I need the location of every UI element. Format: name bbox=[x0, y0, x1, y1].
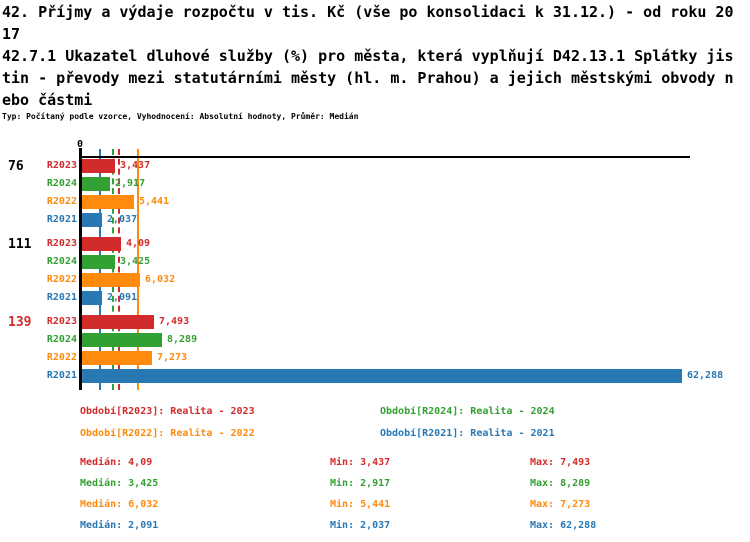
stat-min-R2023: Min: 3,437 bbox=[330, 457, 391, 468]
median-reference-line-R2023 bbox=[118, 149, 121, 390]
median-reference-line-R2024 bbox=[111, 149, 114, 390]
chart-title-line: tin - převody mezi statutárními městy (h… bbox=[2, 69, 734, 87]
bar-value-label-111-R2023: 4,09 bbox=[126, 238, 151, 249]
bar-139-R2023 bbox=[82, 315, 154, 329]
bar-111-R2021 bbox=[82, 291, 102, 305]
bar-76-R2023 bbox=[82, 159, 115, 173]
stat-min-R2022: Min: 5,441 bbox=[330, 499, 391, 510]
bar-76-R2024 bbox=[82, 177, 110, 191]
legend-item-R2023: Období[R2023]: Realita - 2023 bbox=[80, 406, 255, 417]
bar-value-label-139-R2022: 7,273 bbox=[157, 352, 188, 363]
stat-median-R2024: Medián: 3,425 bbox=[80, 478, 159, 489]
stat-max-R2023: Max: 7,493 bbox=[530, 457, 591, 468]
bar-value-label-76-R2021: 2,037 bbox=[107, 214, 138, 225]
chart-title-line: 42.7.1 Ukazatel dluhové služby (%) pro m… bbox=[2, 47, 734, 65]
bar-111-R2023 bbox=[82, 237, 121, 251]
stat-max-R2022: Max: 7,273 bbox=[530, 499, 591, 510]
median-reference-line-R2022 bbox=[137, 149, 140, 390]
bar-value-label-139-R2023: 7,493 bbox=[159, 316, 190, 327]
bar-76-R2022 bbox=[82, 195, 134, 209]
bar-value-label-111-R2021: 2,091 bbox=[107, 292, 138, 303]
chart-title: 42. Příjmy a výdaje rozpočtu v tis. Kč (… bbox=[2, 1, 734, 111]
series-row-label-R2023: R2023 bbox=[46, 160, 77, 171]
x-axis-line bbox=[80, 156, 690, 158]
chart-title-line: ebo částmi bbox=[2, 91, 93, 109]
group-label-111: 111 bbox=[8, 237, 32, 252]
bar-139-R2022 bbox=[82, 351, 152, 365]
series-row-label-R2021: R2021 bbox=[46, 370, 77, 381]
bar-value-label-139-R2024: 8,289 bbox=[167, 334, 198, 345]
x-axis-zero-label: 0 bbox=[76, 139, 84, 150]
stat-median-R2022: Medián: 6,032 bbox=[80, 499, 159, 510]
bar-139-R2024 bbox=[82, 333, 162, 347]
stat-max-R2024: Max: 8,289 bbox=[530, 478, 591, 489]
bar-111-R2024 bbox=[82, 255, 115, 269]
chart-meta-subtitle: Typ: Počítaný podle vzorce, Vyhodnocení:… bbox=[2, 112, 359, 121]
group-label-76: 76 bbox=[8, 159, 24, 174]
y-axis-line bbox=[79, 148, 82, 390]
stat-median-R2021: Medián: 2,091 bbox=[80, 520, 159, 531]
bar-value-label-111-R2022: 6,032 bbox=[145, 274, 176, 285]
bar-139-R2021 bbox=[82, 369, 682, 383]
chart-title-line: 17 bbox=[2, 25, 21, 43]
legend-item-R2021: Období[R2021]: Realita - 2021 bbox=[380, 428, 555, 439]
stat-median-R2023: Medián: 4,09 bbox=[80, 457, 153, 468]
bar-value-label-76-R2024: 2,917 bbox=[115, 178, 146, 189]
stat-min-R2024: Min: 2,917 bbox=[330, 478, 391, 489]
series-row-label-R2024: R2024 bbox=[46, 178, 77, 189]
series-row-label-R2024: R2024 bbox=[46, 334, 77, 345]
stat-max-R2021: Max: 62,288 bbox=[530, 520, 597, 531]
bar-111-R2022 bbox=[82, 273, 140, 287]
bar-value-label-139-R2021: 62,288 bbox=[687, 370, 724, 381]
stat-min-R2021: Min: 2,037 bbox=[330, 520, 391, 531]
bar-value-label-76-R2023: 3,437 bbox=[120, 160, 151, 171]
series-row-label-R2023: R2023 bbox=[46, 316, 77, 327]
series-row-label-R2023: R2023 bbox=[46, 238, 77, 249]
series-row-label-R2024: R2024 bbox=[46, 256, 77, 267]
legend-item-R2024: Období[R2024]: Realita - 2024 bbox=[380, 406, 555, 417]
median-reference-line-R2021 bbox=[99, 149, 102, 390]
bar-value-label-76-R2022: 5,441 bbox=[139, 196, 170, 207]
bar-76-R2021 bbox=[82, 213, 102, 227]
series-row-label-R2022: R2022 bbox=[46, 274, 77, 285]
series-row-label-R2021: R2021 bbox=[46, 214, 77, 225]
chart-title-line: 42. Příjmy a výdaje rozpočtu v tis. Kč (… bbox=[2, 3, 734, 21]
series-row-label-R2021: R2021 bbox=[46, 292, 77, 303]
group-label-139: 139 bbox=[8, 315, 32, 330]
bar-value-label-111-R2024: 3,425 bbox=[120, 256, 151, 267]
series-row-label-R2022: R2022 bbox=[46, 196, 77, 207]
legend-item-R2022: Období[R2022]: Realita - 2022 bbox=[80, 428, 255, 439]
series-row-label-R2022: R2022 bbox=[46, 352, 77, 363]
